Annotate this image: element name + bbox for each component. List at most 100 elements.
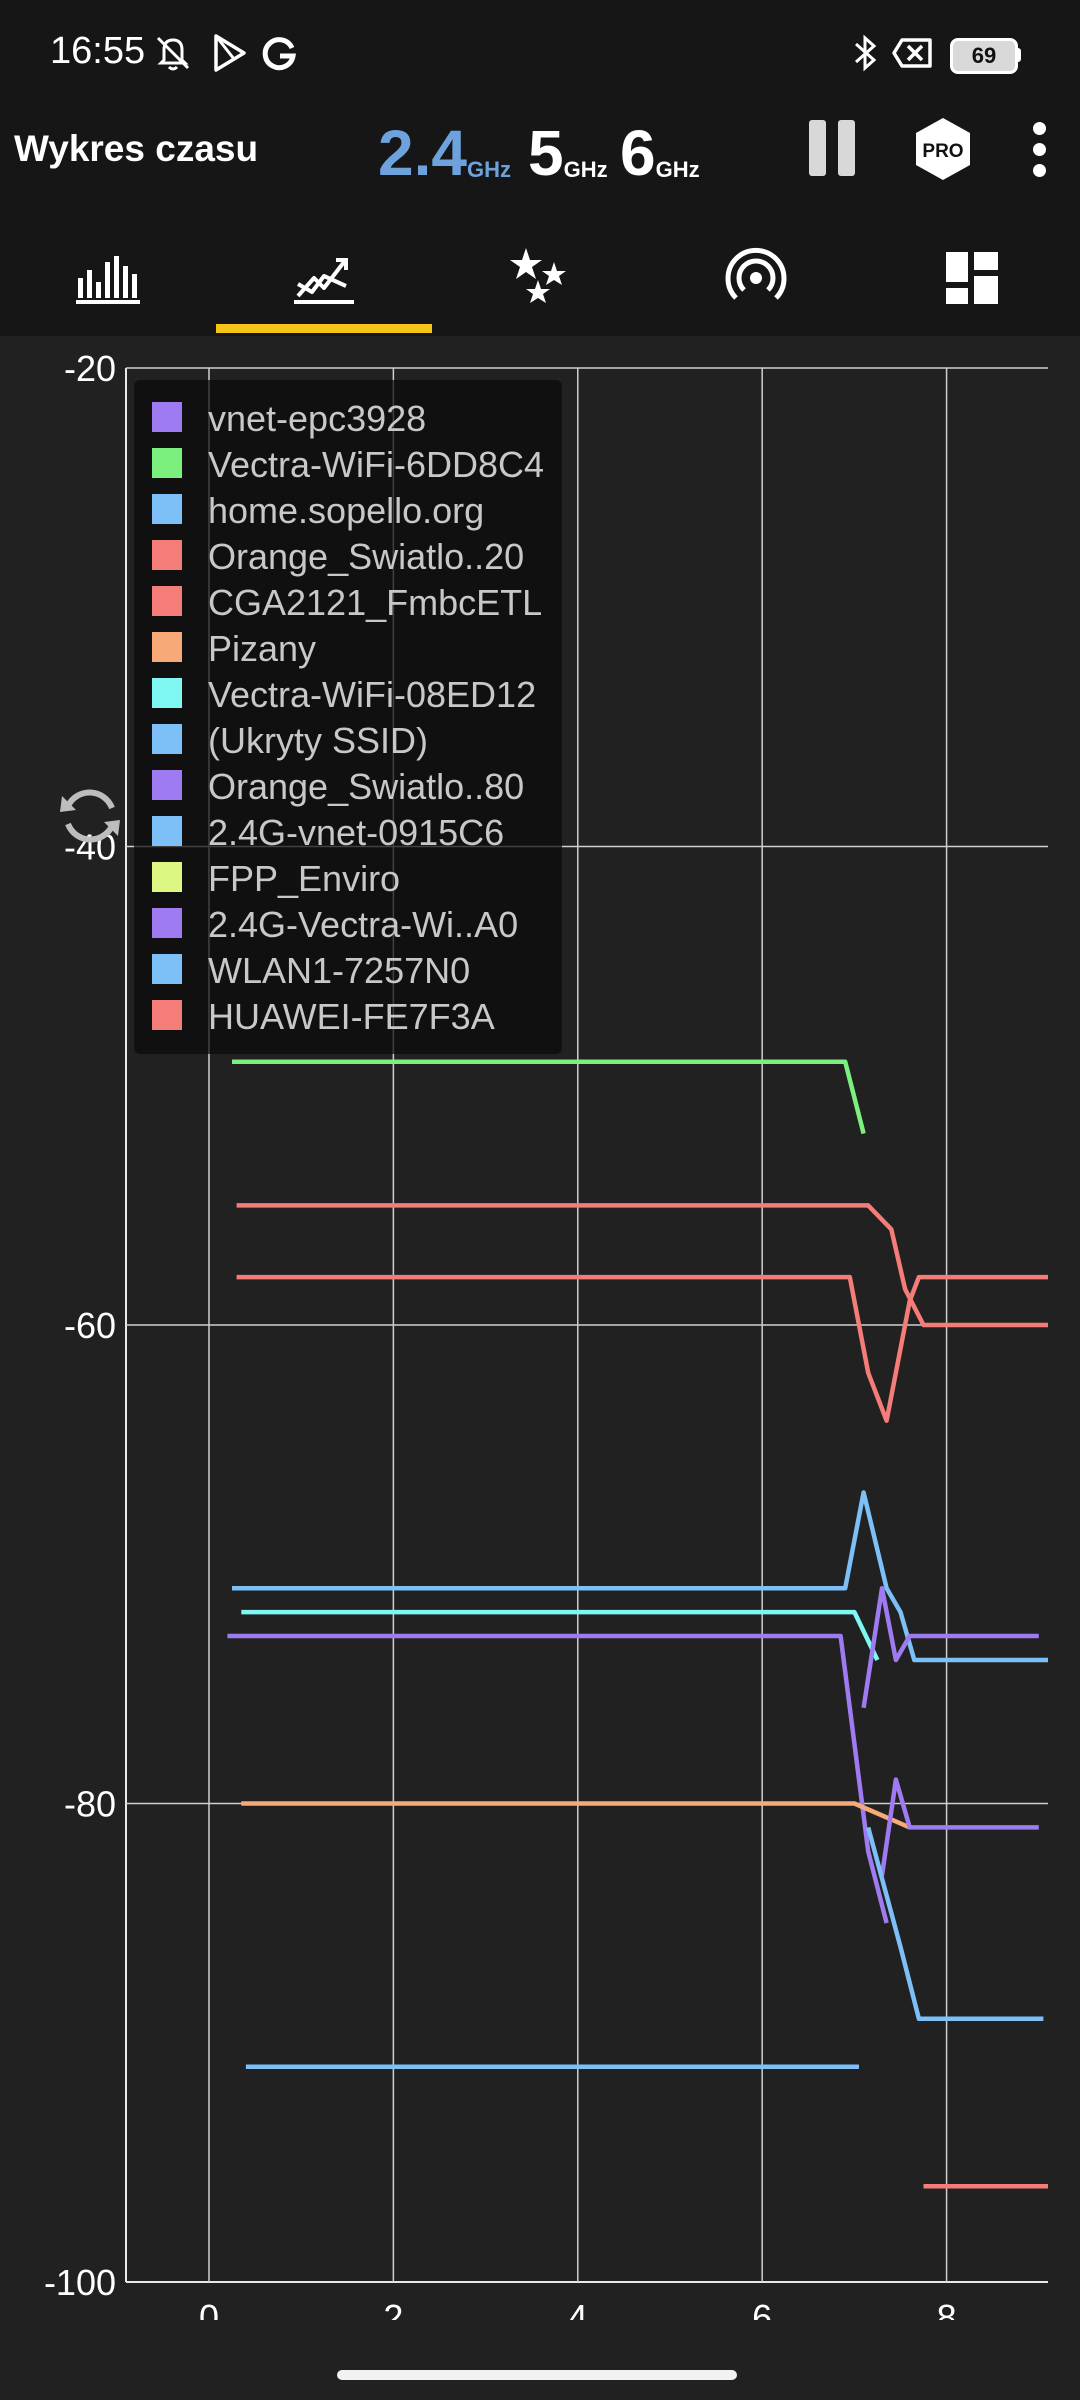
- y-tick-label: -80: [64, 1784, 116, 1825]
- legend-item: Vectra-WiFi-08ED12: [152, 674, 562, 720]
- legend-swatch: [152, 448, 182, 478]
- refresh-icon[interactable]: [54, 780, 126, 852]
- legend-swatch: [152, 770, 182, 800]
- status-time: 16:55: [50, 30, 146, 72]
- series-line: [861, 1585, 1039, 1709]
- x-tick-label: 2: [383, 2297, 403, 2320]
- legend-swatch: [152, 494, 182, 524]
- signal-icon: [725, 247, 787, 300]
- more-vert-dot: [1032, 164, 1046, 177]
- tab-channel-graph[interactable]: [0, 224, 216, 332]
- series-line: [232, 1059, 866, 1135]
- band-5ghz-toggle[interactable]: 5GHz: [528, 116, 608, 190]
- series-line: [241, 1801, 911, 1830]
- series-line: [232, 1490, 1048, 1663]
- app-bar: Wykres czasu 2.4GHz 5GHz 6GHz PRO: [0, 108, 1080, 336]
- legend-swatch: [152, 724, 182, 754]
- legend-label: home.sopello.org: [208, 490, 485, 531]
- legend-label: FPP_Enviro: [208, 858, 401, 899]
- legend-label: Orange_Swiatlo..20: [208, 536, 525, 577]
- bar-chart-icon: [76, 256, 140, 304]
- legend-label: (Ukryty SSID): [208, 720, 428, 761]
- legend-label: WLAN1-7257N0: [208, 950, 471, 991]
- legend-label: CGA2121_FmbcETL: [208, 582, 543, 623]
- legend-swatch: [152, 1000, 182, 1030]
- no-sim-icon: [892, 38, 932, 68]
- series-line: [241, 1609, 880, 1661]
- legend-item: home.sopello.org: [152, 490, 562, 536]
- pause-button[interactable]: [805, 120, 859, 176]
- tab-channel-rating[interactable]: [432, 224, 648, 332]
- legend-item: HUAWEI-FE7F3A: [152, 996, 562, 1042]
- x-tick-label: 0: [199, 2297, 219, 2320]
- legend-label: 2.4G-vnet-0915C6: [208, 812, 505, 853]
- time-graph-chart[interactable]: -20 -40 -60 -80 -100 0 2 4 6 8: [0, 336, 1080, 2320]
- legend-item: WLAN1-7257N0: [152, 950, 562, 996]
- legend-swatch: [152, 402, 182, 432]
- legend-label: Vectra-WiFi-6DD8C4: [208, 444, 545, 485]
- band-2-4ghz-toggle[interactable]: 2.4GHz: [378, 116, 511, 190]
- x-tick-label: 8: [937, 2297, 957, 2320]
- legend-swatch: [152, 862, 182, 892]
- tab-time-graph[interactable]: [216, 224, 432, 332]
- pro-label: PRO: [922, 141, 963, 162]
- legend-label: Orange_Swiatlo..80: [208, 766, 525, 807]
- series-line: [236, 1203, 1048, 1328]
- legend-label: HUAWEI-FE7F3A: [208, 996, 495, 1037]
- battery-icon: 69: [950, 38, 1018, 74]
- tab-access-points[interactable]: [648, 224, 864, 332]
- legend-swatch: [152, 816, 182, 846]
- bluetooth-icon: [855, 34, 877, 72]
- legend-label: Pizany: [208, 628, 317, 669]
- chart-series: [227, 1059, 1048, 2189]
- legend-label: Vectra-WiFi-08ED12: [208, 674, 537, 715]
- legend-item: CGA2121_FmbcETL: [152, 582, 562, 628]
- legend-label: 2.4G-Vectra-Wi..A0: [208, 904, 519, 945]
- band-unit: GHz: [563, 157, 608, 182]
- band-unit: GHz: [466, 157, 511, 182]
- band-value: 2.4: [378, 117, 467, 189]
- more-vert-icon: [1032, 122, 1046, 135]
- legend-swatch: [152, 908, 182, 938]
- battery-tip: [1016, 48, 1021, 62]
- page-title: Wykres czasu: [14, 128, 259, 169]
- legend-label: vnet-epc3928: [208, 398, 427, 439]
- legend-swatch: [152, 954, 182, 984]
- legend-item: (Ukryty SSID): [152, 720, 562, 766]
- series-line: [866, 1826, 1044, 2022]
- legend-swatch: [152, 678, 182, 708]
- legend-item: FPP_Enviro: [152, 858, 562, 904]
- y-tick-label: -60: [64, 1305, 116, 1346]
- band-unit: GHz: [655, 157, 700, 182]
- google-icon: [262, 37, 296, 71]
- band-value: 6: [620, 117, 656, 189]
- pro-badge-icon: [916, 118, 970, 180]
- legend-swatch: [152, 632, 182, 662]
- home-indicator[interactable]: [337, 2370, 737, 2380]
- legend-swatch: [152, 586, 182, 616]
- pro-badge-button[interactable]: PRO: [912, 116, 974, 182]
- series-line: [227, 1633, 889, 1924]
- legend-item: Orange_Swiatlo..20: [152, 536, 562, 582]
- series-line: [236, 1274, 1048, 1423]
- pause-icon: [809, 120, 826, 176]
- band-6ghz-toggle[interactable]: 6GHz: [620, 116, 700, 190]
- play-store-icon: [214, 34, 246, 72]
- x-tick-label: 6: [752, 2297, 772, 2320]
- legend-item: vnet-epc3928: [152, 398, 562, 444]
- chart-legend: vnet-epc3928 Vectra-WiFi-6DD8C4 home.sopel…: [134, 380, 562, 1054]
- status-bar: 16:55 69: [0, 0, 1080, 108]
- legend-item: Vectra-WiFi-6DD8C4: [152, 444, 562, 490]
- legend-item: Pizany: [152, 628, 562, 674]
- legend-swatch: [152, 540, 182, 570]
- tab-dashboard[interactable]: [864, 224, 1080, 332]
- dashboard-icon: [946, 252, 998, 304]
- line-chart-icon: [294, 258, 354, 304]
- legend-item: 2.4G-vnet-0915C6: [152, 812, 562, 858]
- more-options-button[interactable]: [1026, 122, 1052, 182]
- legend-list: vnet-epc3928 Vectra-WiFi-6DD8C4 home.sopel…: [134, 380, 562, 1042]
- tab-selected-indicator: [216, 324, 432, 333]
- y-tick-label: -100: [44, 2262, 116, 2303]
